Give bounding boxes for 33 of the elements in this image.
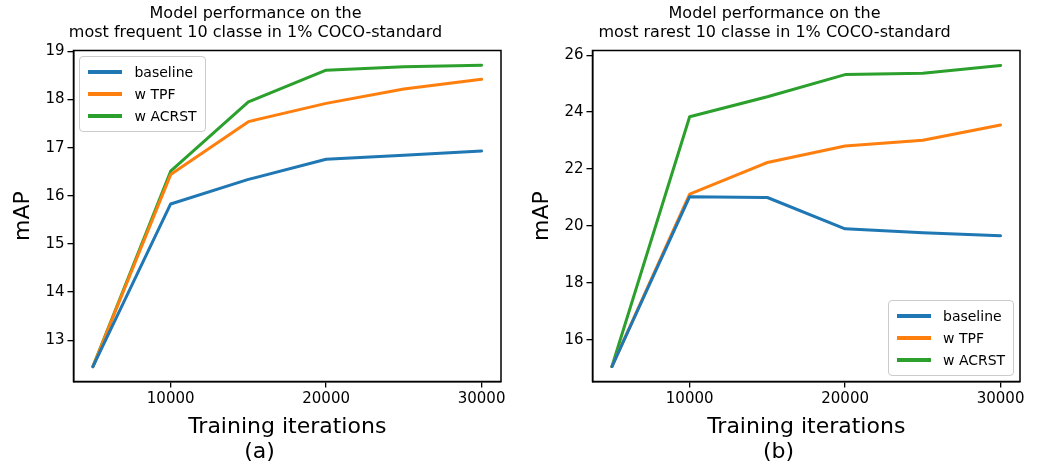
y-tick-label: 24 xyxy=(564,102,584,121)
legend-label: baseline xyxy=(943,307,1002,324)
legend-label: w TPF xyxy=(943,329,984,346)
y-tick-label: 14 xyxy=(45,281,65,300)
x-tick-label: 30000 xyxy=(457,389,506,408)
y-tick-label: 26 xyxy=(564,45,584,64)
y-tick-label: 16 xyxy=(564,329,584,348)
y-tick-label: 15 xyxy=(45,233,65,252)
chart-title: Model performance on the most rarest 10 classe in 1% COCO-standard xyxy=(598,2,951,41)
y-tick-label: 19 xyxy=(45,41,65,60)
y-tick-label: 20 xyxy=(564,215,584,234)
chart-title: Model performance on the most frequent 10 classe in 1% COCO-standard xyxy=(68,2,443,41)
x-axis-title: Training iterations xyxy=(706,412,906,438)
legend-label: baseline xyxy=(134,64,194,81)
y-tick-label: 18 xyxy=(45,89,65,108)
text: (b) xyxy=(761,438,796,463)
x-tick-label: 20000 xyxy=(302,389,350,408)
y-tick-label: 17 xyxy=(45,137,65,156)
y-axis-title: mAP xyxy=(8,191,34,241)
x-tick-label: 10000 xyxy=(146,389,195,408)
x-tick-label: 20000 xyxy=(821,389,869,408)
legend-label: w ACRST xyxy=(134,108,197,125)
y-tick-label: 16 xyxy=(45,185,65,204)
y-tick-label: 22 xyxy=(564,158,584,177)
x-axis-title: Training iterations xyxy=(187,412,387,438)
y-tick-label: 18 xyxy=(564,272,584,291)
x-tick-label: 10000 xyxy=(665,389,714,408)
legend-label: w ACRST xyxy=(943,351,1006,368)
y-tick-label: 13 xyxy=(45,330,65,349)
x-tick-label: 30000 xyxy=(976,389,1025,408)
text: (a) xyxy=(243,438,276,463)
y-axis-title: mAP xyxy=(527,191,553,241)
legend-label: w TPF xyxy=(134,86,176,103)
